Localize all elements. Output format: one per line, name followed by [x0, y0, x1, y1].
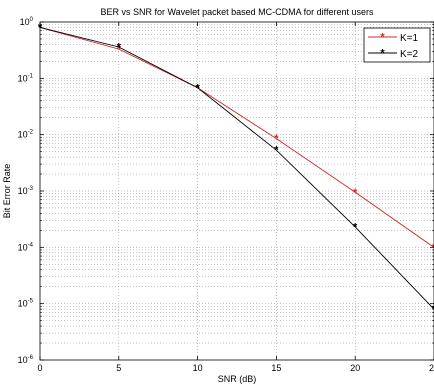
- x-tick-label: 5: [116, 363, 121, 373]
- y-tick-base: 10: [18, 73, 28, 83]
- y-tick-exponent: -1: [28, 73, 34, 79]
- y-tick-exponent: -5: [28, 299, 34, 305]
- chart-title: BER vs SNR for Wavelet packet based MC-C…: [100, 7, 374, 17]
- y-tick-exponent: -3: [28, 186, 34, 192]
- plot-area: [40, 22, 434, 360]
- series-point-k2: *: [274, 145, 279, 157]
- y-tick-base: 10: [18, 186, 28, 196]
- legend-marker-k2: *: [380, 48, 385, 60]
- series-point-k1: *: [353, 187, 358, 199]
- y-tick-base: 10: [18, 242, 28, 252]
- x-tick-label: 0: [37, 363, 42, 373]
- y-tick-label: 10-2: [18, 130, 34, 140]
- legend-label-k1: K=1: [400, 33, 419, 44]
- y-tick-label: 10-3: [18, 186, 34, 196]
- series-line-k2: [39, 27, 434, 310]
- series-point-k1: *: [432, 242, 434, 254]
- y-tick-base: 10: [18, 355, 28, 365]
- series-point-k2: *: [432, 304, 434, 316]
- x-axis-label: SNR (dB): [218, 374, 257, 384]
- series-point-k1: *: [117, 44, 122, 56]
- y-tick-base: 10: [18, 130, 28, 140]
- tick-labels: 051015202510010-110-210-310-410-510-6: [18, 17, 434, 373]
- y-tick-exponent: -2: [28, 130, 34, 136]
- y-tick-exponent: -4: [28, 242, 34, 248]
- series-line-k1: [39, 27, 434, 248]
- y-tick-label: 10-4: [18, 242, 34, 252]
- y-tick-exponent: 0: [30, 17, 34, 23]
- y-tick-base: 10: [18, 299, 28, 309]
- series-point-k1: *: [274, 133, 279, 145]
- legend: * K=1 * K=2: [363, 27, 431, 63]
- y-tick-label: 10-6: [18, 355, 34, 365]
- legend-marker-k1: *: [380, 32, 385, 44]
- series-point-k2: *: [353, 221, 358, 233]
- legend-box: [363, 27, 431, 63]
- y-tick-label: 10-5: [18, 299, 34, 309]
- x-tick-label: 15: [271, 363, 281, 373]
- series-point-k2: *: [117, 41, 122, 53]
- y-tick-label: 100: [20, 17, 34, 27]
- grid: [40, 22, 434, 360]
- y-tick-exponent: -6: [28, 355, 34, 361]
- x-tick-label: 10: [193, 363, 203, 373]
- legend-label-k2: K=2: [400, 49, 419, 60]
- y-axis-label: Bit Error Rate: [2, 164, 12, 219]
- x-tick-label: 20: [350, 363, 360, 373]
- y-tick-label: 10-1: [18, 73, 34, 83]
- series-point-k2: *: [195, 82, 200, 94]
- y-tick-base: 10: [20, 17, 30, 27]
- x-tick-label: 25: [429, 363, 434, 373]
